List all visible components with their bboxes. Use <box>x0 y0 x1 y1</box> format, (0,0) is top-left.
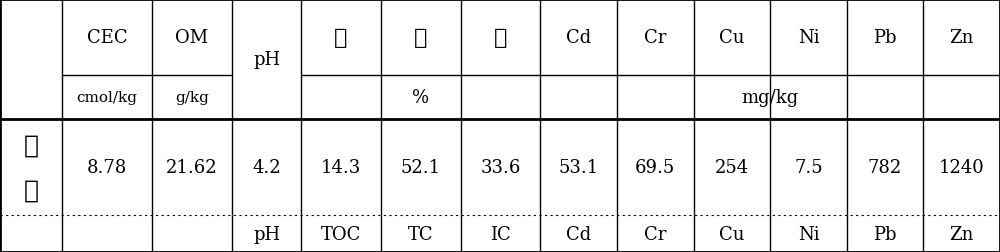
Text: 4.2: 4.2 <box>252 159 281 177</box>
Text: CEC: CEC <box>87 29 127 47</box>
Text: Zn: Zn <box>950 29 974 47</box>
Text: IC: IC <box>490 225 511 243</box>
Text: Cu: Cu <box>719 225 745 243</box>
Text: %: % <box>412 89 429 107</box>
Text: 782: 782 <box>868 159 902 177</box>
Text: 沙: 沙 <box>334 28 348 48</box>
Text: 土: 土 <box>23 133 38 157</box>
Text: Zn: Zn <box>950 225 974 243</box>
Text: 21.62: 21.62 <box>166 159 218 177</box>
Text: 粉: 粉 <box>414 28 427 48</box>
Text: Cr: Cr <box>644 29 667 47</box>
Text: 7.5: 7.5 <box>794 159 823 177</box>
Text: OM: OM <box>175 29 209 47</box>
Text: 52.1: 52.1 <box>401 159 441 177</box>
Text: pH: pH <box>253 51 280 69</box>
Text: TOC: TOC <box>321 225 361 243</box>
Text: Pb: Pb <box>873 29 897 47</box>
Text: Ni: Ni <box>798 225 819 243</box>
Text: Pb: Pb <box>873 225 897 243</box>
Text: 53.1: 53.1 <box>559 159 599 177</box>
Text: cmol/kg: cmol/kg <box>76 91 137 105</box>
Text: Cu: Cu <box>719 29 745 47</box>
Text: Cd: Cd <box>566 225 591 243</box>
Text: TC: TC <box>408 225 434 243</box>
Text: 69.5: 69.5 <box>635 159 675 177</box>
Text: 8.78: 8.78 <box>87 159 127 177</box>
Text: Ni: Ni <box>798 29 819 47</box>
Text: pH: pH <box>253 225 280 243</box>
Text: 254: 254 <box>715 159 749 177</box>
Text: 壤: 壤 <box>23 178 38 202</box>
Text: 粘: 粘 <box>494 28 507 48</box>
Text: Cr: Cr <box>644 225 667 243</box>
Text: 33.6: 33.6 <box>480 159 521 177</box>
Text: 1240: 1240 <box>939 159 985 177</box>
Text: mg/kg: mg/kg <box>742 89 799 107</box>
Text: 14.3: 14.3 <box>321 159 361 177</box>
Text: Cd: Cd <box>566 29 591 47</box>
Text: g/kg: g/kg <box>175 91 209 105</box>
